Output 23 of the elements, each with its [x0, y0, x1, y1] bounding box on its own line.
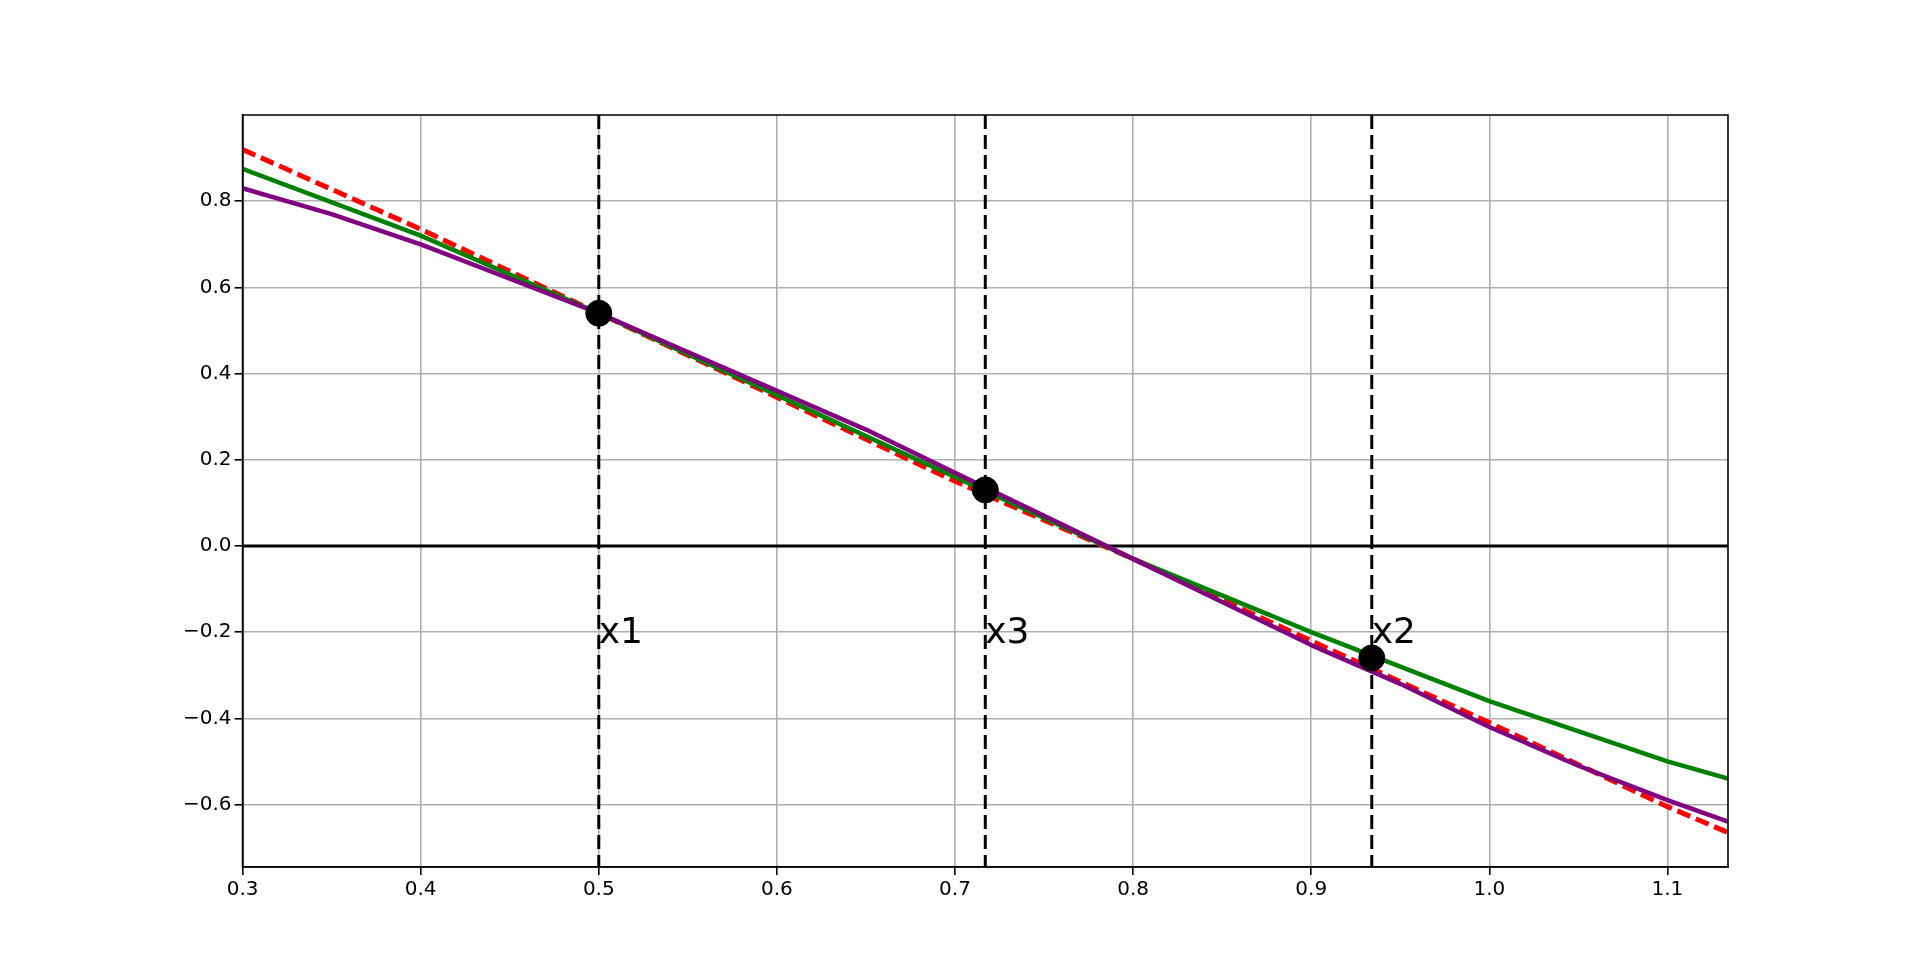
ref-line-label: x2 — [1371, 610, 1416, 652]
x-tick-label: 0.3 — [226, 876, 259, 901]
point — [585, 299, 613, 327]
x-tick-label: 0.5 — [582, 876, 615, 901]
y-tick-label: −0.6 — [182, 790, 232, 815]
point — [1358, 644, 1386, 672]
x-tick-label: 0.9 — [1295, 876, 1328, 901]
y-tick-label: −0.4 — [182, 704, 232, 729]
x-tick-label: 0.4 — [404, 876, 437, 901]
y-tick-label: 0.0 — [199, 532, 232, 557]
x-tick-label: 0.8 — [1117, 876, 1150, 901]
y-tick-label: 0.6 — [199, 273, 232, 298]
ref-line-label: x3 — [985, 610, 1030, 652]
ref-line-label: x1 — [598, 610, 643, 652]
y-tick-label: 0.4 — [199, 359, 232, 384]
y-tick-label: −0.2 — [182, 618, 232, 643]
x-tick-label: 1.0 — [1473, 876, 1506, 901]
x-tick-label: 0.7 — [939, 876, 971, 901]
y-tick-label: 0.8 — [199, 187, 232, 212]
point — [971, 476, 999, 504]
x-tick-label: 0.6 — [760, 876, 793, 901]
x-tick-label: 1.1 — [1651, 876, 1684, 901]
y-tick-label: 0.2 — [199, 445, 232, 470]
